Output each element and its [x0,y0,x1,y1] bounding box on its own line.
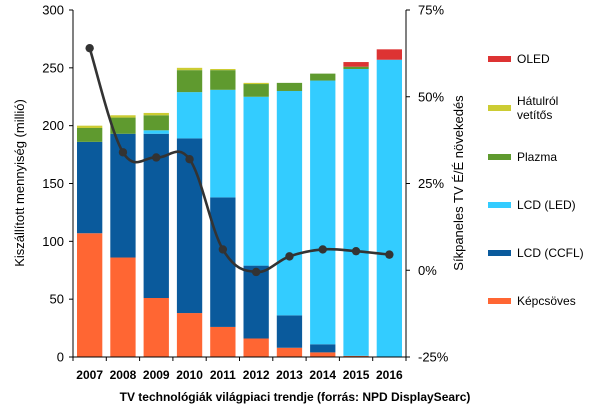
bar-lcd-led-2009 [143,130,169,134]
ticks-layer: 0 50 100 150 200 250 300 -25% 0% 25% 50% 75% 2007 200… [42,3,448,383]
y-tick-label: 250 [42,60,64,75]
x-tick-label: 2011 [210,368,236,382]
bar-lcd-ccfl-2010 [176,138,203,314]
bar-lcd-led-2013 [276,90,303,316]
y2-tick-label: 0% [418,263,437,278]
x-tick-label: 2015 [343,368,370,382]
growth-point-2016 [385,250,394,259]
y-tick-label: 0 [57,350,64,365]
y2-tick-label: 50% [418,89,444,104]
bar-kepcsoves-2010 [176,313,203,357]
x-tick-label: 2009 [143,368,170,382]
bar-plazma-2014 [310,73,336,81]
bar-hatulrol-vetitos-2012 [243,82,269,85]
y-tick-label: 200 [42,118,64,133]
growth-point-2013 [285,252,294,261]
legend-swatch-hatulrol-vetitos [488,105,511,111]
bar-plazma-2015 [343,66,369,69]
growth-line-layer [85,43,394,277]
bar-lcd-ccfl-2007 [77,141,103,234]
bar-oled-2015 [343,62,369,67]
bar-kepcsoves-2015 [343,355,369,357]
bar-lcd-ccfl-2012 [243,265,269,339]
bar-plazma-2010 [176,70,203,93]
legend-swatch-lcd-led [488,202,511,208]
legend-swatch-oled [488,56,511,62]
growth-point-2014 [318,245,327,254]
bar-plazma-2009 [143,115,169,131]
x-tick-label: 2007 [76,368,103,382]
growth-point-2008 [118,148,128,157]
bar-plazma-2012 [243,84,269,97]
y2-axis-title: Síkpaneles TV É/É növekedés [451,95,466,271]
chart-caption: TV technológiák világpiaci trendje (forr… [120,390,471,404]
y-tick-label: 100 [42,234,64,249]
legend-label-oled: OLED [517,52,550,66]
growth-point-2015 [351,246,361,256]
bar-hatulrol-vetitos-2010 [176,67,203,71]
legend-swatch-kepcsoves [488,298,511,304]
legend-label-lcd-led: LCD (LED) [517,198,576,212]
growth-point-2009 [152,153,161,162]
bar-lcd-ccfl-2013 [276,315,303,348]
legend-label-plazma: Plazma [517,150,557,164]
growth-point-2011 [218,245,228,254]
x-tick-label: 2016 [376,368,403,382]
bar-hatulrol-vetitos-2011 [210,68,236,71]
bar-plazma-2013 [276,82,303,91]
bar-plazma-2008 [110,117,136,134]
legend-swatch-lcd-ccfl [488,250,511,256]
y2-tick-label: -25% [418,350,449,365]
bar-lcd-led-2012 [243,96,269,266]
y-axis-title: Kiszállított mennyiség (millió) [12,99,27,267]
legend-swatch-plazma [488,154,511,160]
bar-plazma-2007 [77,127,103,142]
x-tick-label: 2014 [309,368,336,382]
bar-kepcsoves-2014 [310,352,336,357]
legend-label-hatulrol-vetitos: Hátulról [517,94,558,108]
bar-hatulrol-vetitos-2007 [77,125,103,128]
bar-lcd-led-2014 [310,80,336,345]
bar-oled-2016 [376,49,403,60]
bar-hatulrol-vetitos-2008 [110,115,136,118]
bars-layer [77,49,403,358]
bar-lcd-led-2016 [376,59,403,358]
bar-kepcsoves-2013 [276,347,303,357]
bar-hatulrol-vetitos-2009 [143,112,169,116]
growth-point-2010 [185,155,194,164]
bar-lcd-ccfl-2014 [310,344,336,353]
legend-label-hatulrol-vetitos: vetítős [517,108,552,122]
growth-point-2007 [85,43,94,53]
x-tick-label: 2013 [276,368,303,382]
bar-kepcsoves-2007 [77,233,103,357]
y-tick-label: 50 [50,292,64,307]
bar-lcd-led-2011 [210,89,236,198]
bar-kepcsoves-2012 [243,338,269,357]
y2-tick-label: 75% [418,3,444,18]
growth-point-2012 [251,267,261,277]
x-tick-label: 2012 [243,368,270,382]
x-tick-label: 2010 [176,368,203,382]
x-tick-label: 2008 [110,368,137,382]
growth-line [88,47,390,274]
bar-lcd-led-2015 [343,68,369,356]
y-tick-label: 300 [42,3,64,18]
legend-label-kepcsoves: Képcsöves [517,294,576,308]
legend-label-lcd-ccfl: LCD (CCFL) [517,246,584,260]
bar-kepcsoves-2011 [210,326,236,357]
bar-kepcsoves-2008 [110,257,136,357]
bar-lcd-led-2010 [176,92,203,139]
bar-plazma-2011 [210,70,236,90]
y2-tick-label: 25% [418,176,444,191]
bar-kepcsoves-2009 [143,298,169,357]
y-tick-label: 150 [42,176,64,191]
